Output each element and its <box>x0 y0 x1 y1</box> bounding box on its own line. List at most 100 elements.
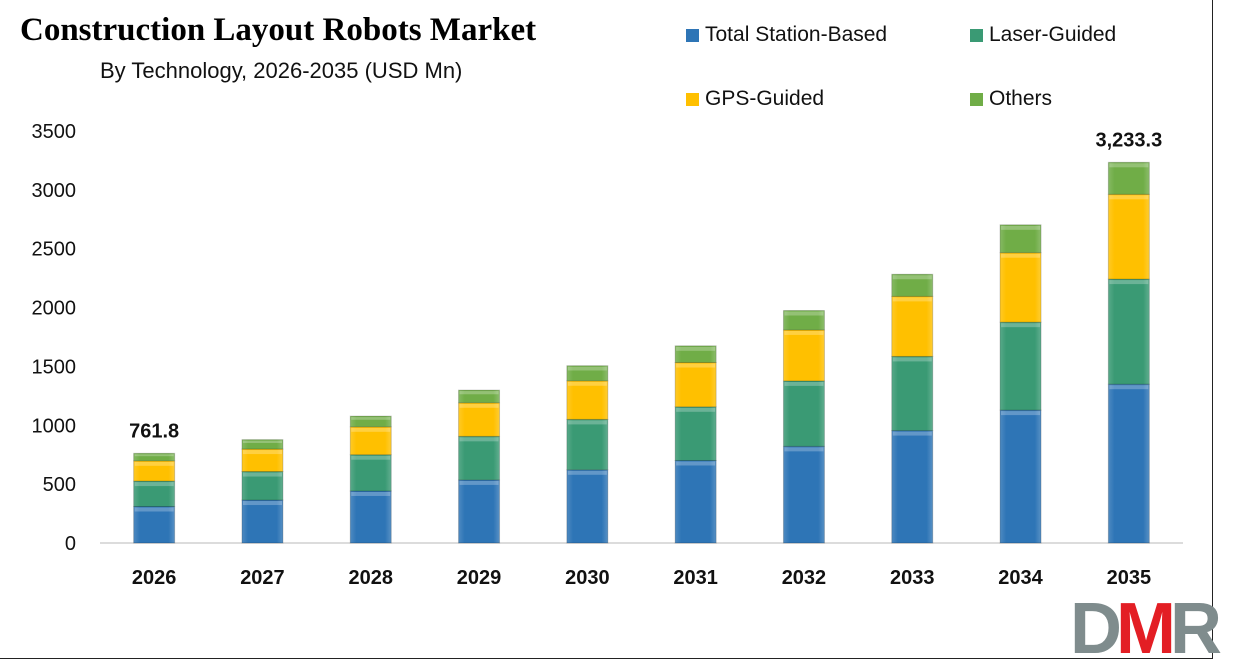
y-tick-label: 2500 <box>32 239 77 261</box>
legend-swatch-others <box>970 92 983 106</box>
bar-bevel-highlight <box>351 455 391 460</box>
bar-segment-laser-guided-2035 <box>1107 278 1150 385</box>
y-tick-label: 3500 <box>32 121 77 143</box>
bar-bevel-highlight <box>1109 163 1149 168</box>
bar-segment-laser-guided-2031 <box>674 406 717 461</box>
bar-segment-total-station-based-2035 <box>1107 383 1150 544</box>
bar-bevel-highlight <box>134 461 174 466</box>
bar-segment-others-2033 <box>891 273 934 297</box>
bar-segment-others-2026 <box>133 452 176 462</box>
bar-segment-gps-guided-2034 <box>999 252 1042 323</box>
bar-bevel-highlight <box>242 440 282 444</box>
bar-bevel-highlight <box>784 330 824 335</box>
bar-segment-laser-guided-2027 <box>241 471 284 501</box>
bar-bevel-highlight <box>351 491 391 496</box>
bar-segment-gps-guided-2031 <box>674 362 717 408</box>
bar-bevel-highlight <box>1001 225 1041 230</box>
bar-bevel-highlight <box>567 470 607 475</box>
bar-bevel-highlight <box>676 461 716 466</box>
bar-bevel-highlight <box>892 275 932 280</box>
bar-bevel-highlight <box>784 381 824 386</box>
bar-bevel-highlight <box>459 391 499 395</box>
bar-bevel-highlight <box>567 366 607 371</box>
bar-bevel-highlight <box>892 431 932 436</box>
bar-segment-gps-guided-2029 <box>458 402 501 437</box>
bar-bevel-highlight <box>567 420 607 425</box>
bar-bevel-highlight <box>892 297 932 302</box>
x-tick-label-2035: 2035 <box>1107 567 1152 589</box>
bar-bevel-highlight <box>1001 323 1041 328</box>
bar-segment-others-2035 <box>1107 161 1150 195</box>
legend-item-others: Others <box>970 87 1052 111</box>
x-tick-label-2026: 2026 <box>132 567 177 589</box>
x-tick-label-2030: 2030 <box>565 567 610 589</box>
x-tick-label-2032: 2032 <box>782 567 827 589</box>
bar-bevel-highlight <box>1001 411 1041 416</box>
bar-bevel-highlight <box>459 480 499 485</box>
x-tick-label-2034: 2034 <box>998 567 1043 589</box>
bar-segment-laser-guided-2032 <box>782 380 825 447</box>
bar-segment-others-2029 <box>458 389 501 404</box>
bar-bevel-highlight <box>134 454 174 457</box>
bar-segment-others-2031 <box>674 345 717 364</box>
bar-segment-total-station-based-2029 <box>458 479 501 544</box>
bar-segment-gps-guided-2028 <box>349 426 392 456</box>
x-tick-label-2027: 2027 <box>240 567 285 589</box>
bar-segment-laser-guided-2028 <box>349 454 392 492</box>
y-tick-label: 0 <box>65 533 76 555</box>
bar-bevel-highlight <box>1001 253 1041 258</box>
bar-bevel-highlight <box>1109 385 1149 390</box>
bar-segment-total-station-based-2027 <box>241 499 284 544</box>
legend-item-laser-guided: Laser-Guided <box>970 23 1116 47</box>
legend-label: Others <box>989 87 1053 110</box>
y-tick-label: 1000 <box>32 415 77 437</box>
chart-subtitle: By Technology, 2026-2035 (USD Mn) <box>100 58 463 83</box>
y-tick-label: 2000 <box>32 298 77 320</box>
legend-label: Laser-Guided <box>989 23 1117 46</box>
bar-segment-gps-guided-2033 <box>891 295 934 357</box>
bar-segment-gps-guided-2032 <box>782 329 825 382</box>
y-tick-label: 500 <box>43 474 76 496</box>
bar-segment-total-station-based-2026 <box>133 506 176 544</box>
bar-bevel-highlight <box>242 450 282 455</box>
bar-bevel-highlight <box>459 403 499 408</box>
bar-bevel-highlight <box>134 482 174 487</box>
bar-segment-laser-guided-2034 <box>999 321 1042 411</box>
bar-bevel-highlight <box>134 507 174 512</box>
bar-segment-gps-guided-2035 <box>1107 193 1150 280</box>
bar-bevel-highlight <box>784 447 824 452</box>
legend-item-gps-guided: GPS-Guided <box>686 87 824 111</box>
bar-segment-others-2028 <box>349 415 392 428</box>
bar-segment-others-2032 <box>782 310 825 331</box>
legend-label: Total Station-Based <box>705 23 888 46</box>
bar-segment-others-2027 <box>241 439 284 450</box>
legend-label: GPS-Guided <box>705 87 825 110</box>
bar-segment-total-station-based-2033 <box>891 430 934 544</box>
bar-bevel-highlight <box>784 311 824 316</box>
chart-frame <box>0 0 1213 659</box>
bar-segment-total-station-based-2031 <box>674 459 717 544</box>
bar-bevel-highlight <box>676 346 716 351</box>
legend-swatch-gps-guided <box>686 92 699 106</box>
bar-segment-total-station-based-2032 <box>782 445 825 544</box>
x-tick-label-2031: 2031 <box>673 567 718 589</box>
y-tick-label: 1500 <box>32 356 77 378</box>
bar-segment-laser-guided-2029 <box>458 435 501 481</box>
data-label-2035: 3,233.3 <box>1095 129 1162 151</box>
x-tick-label-2028: 2028 <box>349 567 394 589</box>
bar-bevel-highlight <box>242 501 282 506</box>
bar-segment-laser-guided-2030 <box>566 418 609 471</box>
bar-segment-others-2034 <box>999 224 1042 254</box>
chart-title: Construction Layout Robots Market <box>20 12 537 48</box>
x-tick-label-2029: 2029 <box>457 567 502 589</box>
y-tick-label: 3000 <box>32 180 77 202</box>
dmr-logo: DMR <box>1070 589 1222 669</box>
bar-bevel-highlight <box>676 407 716 412</box>
bar-bevel-highlight <box>1109 280 1149 285</box>
bar-bevel-highlight <box>567 381 607 386</box>
bar-segment-gps-guided-2030 <box>566 380 609 420</box>
bar-segment-others-2030 <box>566 365 609 382</box>
data-label-2026: 761.8 <box>129 420 179 442</box>
bar-bevel-highlight <box>351 417 391 420</box>
